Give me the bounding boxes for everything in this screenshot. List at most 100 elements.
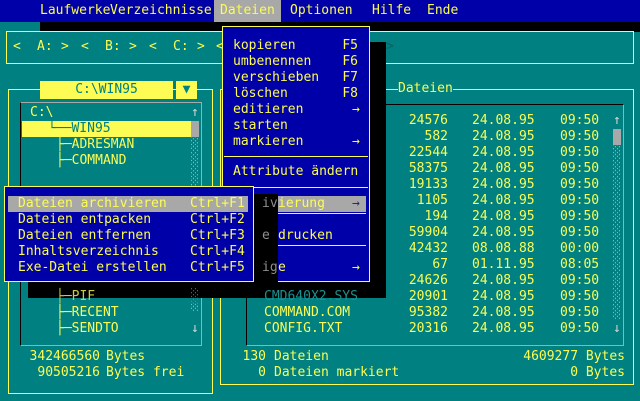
tree-row-selected[interactable] xyxy=(22,121,191,137)
tree-row[interactable]: C:\ xyxy=(30,105,54,120)
file-row[interactable]: 58375 24.08.95 09:50 xyxy=(246,161,622,177)
popup-item-exe-datei-erstellen[interactable]: Exe-Datei erstellen xyxy=(18,260,167,275)
menu-item-optionen[interactable]: Optionen xyxy=(290,3,353,18)
drive-right-arrow[interactable]: > xyxy=(61,39,69,54)
files-scroll-track[interactable]: ░ xyxy=(613,177,621,192)
dropdown-item-attribute[interactable]: Attribute ändern xyxy=(233,164,359,179)
file-date: 24.08.95 xyxy=(472,193,535,208)
drive-label-c[interactable]: C: xyxy=(173,39,189,54)
file-date: 01.11.95 xyxy=(472,257,535,272)
tree-row[interactable]: ├─RECENT xyxy=(56,305,119,320)
menu-item-verzeichnisse[interactable]: Verzeichnisse xyxy=(110,3,212,18)
menu-item-dateien[interactable]: Dateien xyxy=(214,0,281,22)
dropdown-item-verschieben[interactable]: verschieben xyxy=(233,70,320,85)
files-scroll-track[interactable]: ░ xyxy=(613,145,621,160)
files-scroll-track[interactable]: ░ xyxy=(613,273,621,288)
file-time: 09:50 xyxy=(560,145,600,160)
popup-item-shortcut: Ctrl+F5 xyxy=(190,260,245,275)
dropdown-item-markieren[interactable]: markieren xyxy=(233,134,304,149)
file-row[interactable]: 1105 24.08.95 09:50 xyxy=(246,193,622,209)
tree-row-shadowed[interactable]: ├─PIF xyxy=(56,289,96,304)
file-row[interactable]: 22544 24.08.95 09:50 xyxy=(246,145,622,161)
file-size: 42432 xyxy=(408,241,448,256)
drive-right-arrow[interactable]: > xyxy=(197,39,205,54)
file-row[interactable]: 59904 24.08.95 09:50 xyxy=(246,225,622,241)
dropdown-shadow-right xyxy=(370,42,386,298)
tree-scroll-up-icon[interactable]: ↑ xyxy=(191,105,199,120)
dropdown-partial-label[interactable]: e xyxy=(278,260,286,275)
menu-item-laufwerke[interactable]: Laufwerke xyxy=(40,3,111,18)
files-scroll-up-icon[interactable]: ↑ xyxy=(613,113,621,128)
files-scroll-track[interactable]: ░ xyxy=(613,257,621,272)
tree-scroll-down-icon[interactable]: ↓ xyxy=(191,321,199,336)
file-row[interactable]: 24626 24.08.95 09:50 xyxy=(246,273,622,289)
files-scroll-track[interactable]: ░ xyxy=(613,161,621,176)
tree-row[interactable]: ├─COMMAND xyxy=(56,153,127,168)
bytes-free-value: 90505216 xyxy=(37,365,100,380)
files-window-title: Dateien xyxy=(398,81,453,97)
file-date: 24.08.95 xyxy=(472,273,535,288)
tree-title-dropdown-button[interactable]: ▼ xyxy=(176,81,197,99)
dropdown-item-löschen[interactable]: löschen xyxy=(233,86,288,101)
file-row[interactable]: 42432 08.08.88 00:00 xyxy=(246,241,622,257)
file-time: 09:50 xyxy=(560,321,600,336)
file-size: 20316 xyxy=(408,321,448,336)
popup-item-dateien-entfernen[interactable]: Dateien entfernen xyxy=(18,228,152,243)
popup-item-inhaltsverzeichnis[interactable]: Inhaltsverzeichnis xyxy=(18,244,159,259)
file-row[interactable]: 194 24.08.95 09:50 xyxy=(246,209,622,225)
file-row[interactable]: 19133 24.08.95 09:50 xyxy=(246,177,622,193)
drive-left-arrow[interactable]: < xyxy=(13,39,21,54)
file-row[interactable]: 582 24.08.95 09:50 xyxy=(246,129,622,145)
dropdown-item-highlight[interactable] xyxy=(278,196,366,212)
drive-label-a[interactable]: A: xyxy=(37,39,53,54)
menu-item-ende[interactable]: Ende xyxy=(427,3,459,18)
files-scroll-track[interactable]: ░ xyxy=(613,193,621,208)
tree-scroll-track-shadowed: ░ xyxy=(191,289,199,304)
tree-window-title[interactable]: C:\WIN95 xyxy=(40,81,173,99)
file-row[interactable]: CONFIG.TXT 20316 24.08.95 09:50 xyxy=(246,321,622,337)
drive-left-arrow[interactable]: < xyxy=(216,39,224,54)
dropdown-partial-label[interactable]: drucken xyxy=(278,228,333,243)
drive-label-b[interactable]: B: xyxy=(105,39,121,54)
drive-left-arrow[interactable]: < xyxy=(81,39,89,54)
drive-left-arrow[interactable]: < xyxy=(149,39,157,54)
menu-item-hilfe[interactable]: Hilfe xyxy=(372,3,412,18)
files-scroll-track[interactable]: ░ xyxy=(613,241,621,256)
file-row[interactable]: 24576 24.08.95 09:50 xyxy=(246,113,622,129)
tree-scroll-track[interactable]: ░ xyxy=(191,137,199,152)
tree-scroll-thumb[interactable] xyxy=(191,121,199,137)
files-scroll-track[interactable]: ░ xyxy=(613,225,621,240)
files-scroll-thumb[interactable] xyxy=(613,129,621,145)
dropdown-item-starten[interactable]: starten xyxy=(233,118,288,133)
popup-item-dateien-archivieren[interactable]: Dateien archivieren xyxy=(18,196,167,211)
dropdown-item-kopieren[interactable]: kopieren xyxy=(233,38,296,53)
tree-scroll-track[interactable]: ░ xyxy=(191,169,199,184)
tree-row[interactable]: ├─ADRESMAN xyxy=(56,137,135,152)
tree-row[interactable]: ├─SENDTO xyxy=(56,321,119,336)
files-scroll-down-icon[interactable]: ↓ xyxy=(613,321,621,336)
dropdown-item-editieren[interactable]: editieren xyxy=(233,102,304,117)
file-date: 24.08.95 xyxy=(472,113,535,128)
files-scroll-track[interactable]: ░ xyxy=(613,209,621,224)
drive-right-arrow-shadowed[interactable]: > xyxy=(386,39,394,54)
files-scroll-track[interactable]: ░ xyxy=(613,305,621,320)
popup-item-dateien-entpacken[interactable]: Dateien entpacken xyxy=(18,212,152,227)
file-date: 24.08.95 xyxy=(472,321,535,336)
file-row[interactable]: 20901 24.08.95 09:50 xyxy=(246,289,622,305)
dropdown-partial-label[interactable]: ierung xyxy=(278,196,325,211)
tree-row-label: └──WIN95 xyxy=(48,121,111,136)
file-row[interactable]: COMMAND.COM 95382 24.08.95 09:50 xyxy=(246,305,622,321)
status-marked-count: 0 xyxy=(258,365,266,380)
dropdown-item-umbenennen[interactable]: umbenennen xyxy=(233,54,312,69)
dropdown-shortcut: F7 xyxy=(342,70,358,85)
file-time: 09:50 xyxy=(560,193,600,208)
files-scroll-track[interactable]: ░ xyxy=(613,289,621,304)
dropdown-separator xyxy=(278,213,366,214)
tree-scroll-track[interactable]: ░ xyxy=(191,153,199,168)
popup-item-highlight[interactable] xyxy=(8,196,248,212)
file-row[interactable]: 67 01.11.95 08:05 xyxy=(246,257,622,273)
popup-item-shortcut: Ctrl+F1 xyxy=(190,196,245,211)
tree-scroll-track[interactable]: ░ xyxy=(191,297,199,312)
drive-right-arrow[interactable]: > xyxy=(129,39,137,54)
